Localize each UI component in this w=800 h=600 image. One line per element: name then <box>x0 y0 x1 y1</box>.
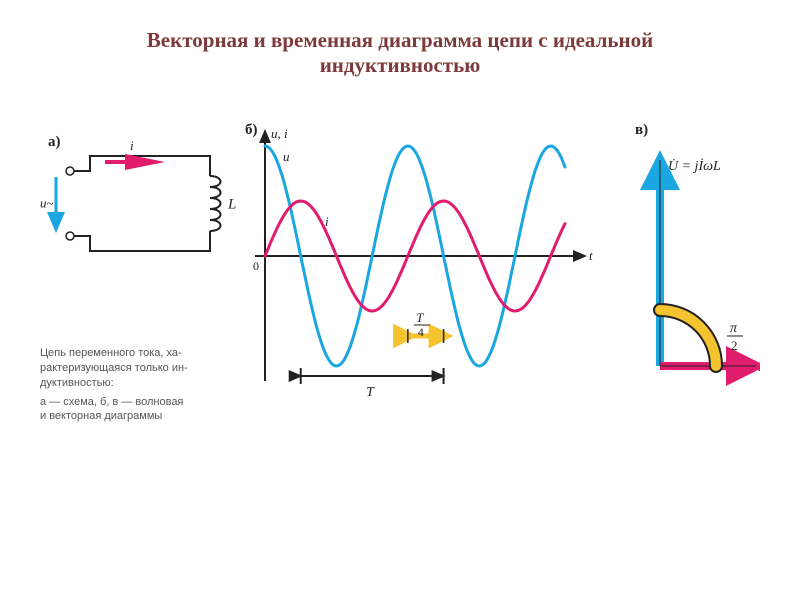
svg-text:б): б) <box>245 122 258 138</box>
page-title: Векторная и временная диаграмма цепи с и… <box>0 0 800 86</box>
svg-text:L: L <box>227 197 236 213</box>
caption-l3: дуктивностью: <box>40 376 240 391</box>
svg-text:u, i: u, i <box>271 126 288 141</box>
svg-text:0: 0 <box>253 259 259 273</box>
svg-text:i: i <box>130 138 134 153</box>
svg-text:U̇ = jİωL: U̇ = jİωL <box>668 158 721 174</box>
title-line-1: Векторная и временная диаграмма цепи с и… <box>40 28 760 53</box>
svg-text:в): в) <box>635 122 648 138</box>
figure-svg: а)u~iLб)u, i0tuiTT4в)U̇ = jİωLİπ2 <box>40 116 760 496</box>
svg-text:4: 4 <box>418 325 424 339</box>
caption-l5: и векторная диаграммы <box>40 409 240 424</box>
caption-l1: Цепь переменного тока, ха- <box>40 346 240 361</box>
svg-text:а): а) <box>48 134 61 150</box>
svg-text:u~: u~ <box>40 196 54 211</box>
caption: Цепь переменного тока, ха- рактеризующая… <box>40 346 240 424</box>
svg-text:İ: İ <box>757 359 760 375</box>
svg-text:i: i <box>325 214 329 229</box>
caption-l2: рактеризующаяся только ин- <box>40 361 240 376</box>
svg-text:T: T <box>366 385 375 400</box>
svg-text:t: t <box>589 248 593 263</box>
title-line-2: индуктивностью <box>40 53 760 78</box>
svg-text:2: 2 <box>731 338 738 353</box>
svg-text:π: π <box>730 321 738 336</box>
caption-l4: а — схема, б, в — волновая <box>40 395 240 410</box>
svg-text:T: T <box>416 310 424 325</box>
svg-text:u: u <box>283 149 290 164</box>
figure: а)u~iLб)u, i0tuiTT4в)U̇ = jİωLİπ2 Цепь п… <box>40 116 760 496</box>
